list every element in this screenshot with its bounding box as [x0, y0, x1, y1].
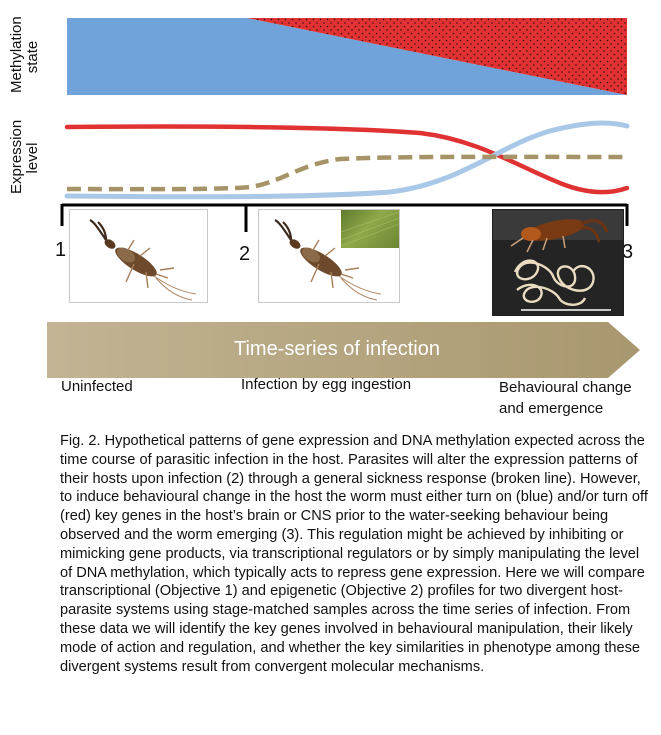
timeline-bracket [60, 203, 629, 232]
stage-number-2: 2 [239, 243, 251, 265]
stage-label-emergence: Behavioural change and emergence [499, 379, 632, 417]
sickness-response-dashed-line [66, 154, 628, 192]
expression-level-text: Expression level [8, 119, 41, 194]
diagram-canvas [47, 18, 640, 378]
time-series-arrow [47, 322, 640, 378]
stage-number-1: 1 [55, 239, 67, 261]
figure: Methylation state Expression level 1 2 3 [8, 16, 640, 417]
earwig-photo-uninfected [69, 209, 208, 303]
earwig-image [89, 219, 197, 301]
methylation-state-text: Methylation state [8, 16, 41, 93]
leaf-vein-icon [340, 211, 400, 247]
stage-label-uninfected: Uninfected [61, 378, 133, 395]
expression-level-label: Expression level [8, 119, 43, 194]
methylation-unmethylated-area [67, 18, 627, 95]
leaf-image [340, 210, 400, 248]
on-genes-blue-line [64, 120, 630, 200]
methylation-state-label: Methylation state [8, 16, 43, 93]
earwig-photo-emergence [492, 209, 624, 316]
time-series-label: Time-series of infection [234, 338, 440, 360]
earwig-photo-infection [258, 209, 400, 303]
earwig-image [274, 219, 382, 301]
stage-label-infection: Infection by egg ingestion [241, 376, 412, 393]
earwig-with-hairworm-image [493, 210, 623, 315]
methylation-methylated-area [247, 18, 627, 95]
figure-caption: Fig. 2. Hypothetical patterns of gene ex… [60, 433, 648, 675]
off-genes-red-line [64, 124, 630, 195]
stage-number-3: 3 [622, 241, 634, 263]
